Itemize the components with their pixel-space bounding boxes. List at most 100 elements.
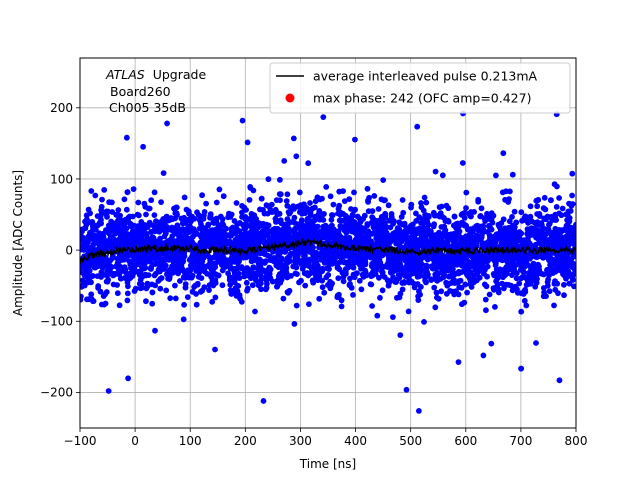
scatter-point	[401, 220, 408, 227]
scatter-point	[215, 228, 222, 235]
scatter-point	[447, 261, 454, 268]
scatter-point	[502, 253, 509, 260]
scatter-point	[321, 289, 328, 296]
scatter-point	[488, 226, 495, 233]
scatter-point	[307, 270, 314, 277]
scatter-point	[482, 266, 488, 273]
scatter-point	[124, 231, 131, 237]
scatter-point	[244, 139, 251, 146]
scatter-point	[386, 238, 393, 245]
scatter-point	[396, 240, 402, 247]
scatter-point	[115, 222, 122, 229]
scatter-point	[123, 206, 130, 213]
scatter-point	[546, 288, 553, 295]
scatter-point	[493, 254, 500, 261]
average-pulse-line	[80, 237, 576, 265]
scatter-point	[158, 199, 165, 206]
scatter-point	[138, 281, 145, 288]
scatter-point	[280, 295, 287, 302]
scatter-point	[274, 278, 281, 285]
scatter-point	[399, 197, 406, 203]
scatter-point	[298, 277, 304, 284]
scatter-point	[271, 247, 278, 254]
scatter-point	[454, 230, 460, 237]
scatter-point	[444, 239, 451, 246]
scatter-point	[110, 222, 116, 229]
scatter-point	[535, 197, 542, 203]
scatter-point	[349, 211, 356, 218]
scatter-point	[348, 284, 355, 291]
scatter-point	[106, 262, 113, 269]
scatter-point	[407, 259, 414, 266]
scatter-point	[312, 213, 319, 220]
scatter-point	[381, 197, 387, 204]
scatter-point	[356, 277, 363, 284]
scatter-point	[413, 210, 419, 217]
scatter-point	[445, 252, 451, 259]
scatter-point	[354, 221, 361, 228]
scatter-point	[196, 216, 203, 223]
scatter-point	[88, 188, 95, 194]
scatter-point	[241, 204, 248, 211]
scatter-point	[132, 228, 139, 235]
scatter-point	[239, 209, 245, 216]
scatter-point	[463, 205, 469, 211]
scatter-point	[149, 253, 156, 259]
scatter-point	[470, 241, 476, 248]
scatter-point	[125, 375, 131, 382]
scatter-point	[452, 237, 459, 244]
scatter-point	[139, 231, 146, 238]
scatter-point	[232, 230, 239, 237]
scatter-point	[199, 192, 206, 199]
scatter-point	[445, 217, 451, 224]
scatter-point	[118, 227, 125, 233]
scatter-point	[135, 239, 142, 246]
x-axis-label: Time [ns]	[299, 457, 356, 471]
scatter-point	[438, 224, 445, 230]
svg-text:ATLAS Upgrade: ATLAS Upgrade	[105, 67, 206, 82]
scatter-point	[554, 252, 561, 259]
scatter-point	[114, 290, 121, 297]
scatter-point	[405, 239, 412, 246]
scatter-point	[371, 265, 378, 271]
scatter-point	[528, 225, 535, 232]
scatter-point	[256, 256, 263, 263]
scatter-point	[438, 256, 445, 262]
scatter-point	[457, 277, 464, 284]
scatter-point	[136, 271, 143, 278]
scatter-point	[293, 302, 300, 309]
scatter-point	[167, 295, 174, 302]
scatter-point	[517, 250, 524, 257]
scatter-point	[85, 267, 92, 274]
scatter-point	[464, 289, 470, 296]
scatter-point	[414, 281, 421, 287]
scatter-point	[290, 135, 297, 142]
scatter-point	[547, 239, 554, 246]
scatter-point	[354, 255, 361, 261]
scatter-point	[418, 232, 425, 239]
scatter-point	[379, 287, 386, 294]
scatter-point	[369, 272, 376, 278]
scatter-point	[314, 194, 321, 201]
scatter-point	[438, 288, 445, 295]
x-tick-label: −100	[64, 434, 97, 448]
scatter-point	[482, 296, 489, 303]
scatter-point	[252, 273, 259, 280]
scatter-point	[282, 221, 289, 228]
scatter-point	[328, 223, 334, 230]
scatter-point	[252, 308, 258, 315]
scatter-point	[290, 203, 297, 210]
scatter-point	[443, 279, 449, 286]
scatter-point	[424, 273, 431, 279]
scatter-point	[242, 234, 249, 241]
scatter-point	[464, 226, 471, 233]
scatter-point	[476, 263, 482, 270]
scatter-point	[477, 213, 484, 219]
scatter-point	[506, 218, 513, 225]
scatter-point	[425, 221, 432, 228]
scatter-point	[305, 160, 312, 167]
scatter-point	[258, 195, 265, 202]
scatter-point	[116, 302, 123, 309]
x-tick-label: 100	[179, 434, 202, 448]
scatter-point	[338, 303, 345, 310]
